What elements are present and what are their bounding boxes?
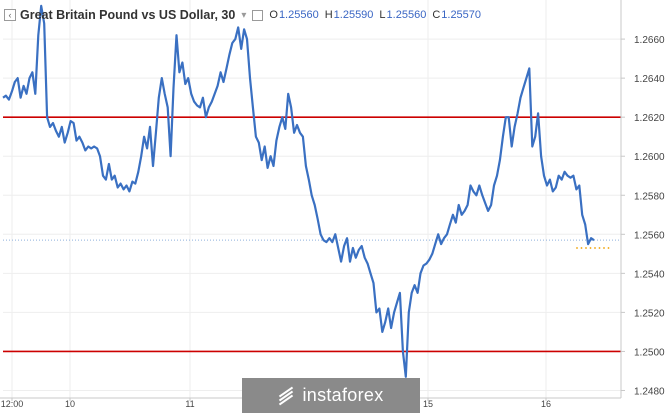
chart-header: ‹ Great Britain Pound vs US Dollar, 30 ▾… — [0, 4, 481, 26]
y-tick-label: 1.24800 — [634, 386, 665, 397]
instaforex-logo-icon — [278, 386, 294, 405]
forecast-dot — [589, 247, 592, 249]
y-tick-label: 1.25800 — [634, 191, 665, 202]
forecast-dot — [607, 247, 610, 249]
watermark-text: instaforex — [302, 385, 384, 405]
forecast-dot — [594, 247, 596, 249]
low-value: 1.25560 — [386, 9, 427, 21]
x-tick-label: 15 — [423, 399, 433, 409]
high-label: H — [324, 9, 333, 21]
chevron-down-icon[interactable]: ▾ — [241, 9, 247, 21]
y-tick-label: 1.25400 — [634, 269, 665, 280]
y-tick-label: 1.26200 — [634, 113, 665, 124]
forecast-dot — [580, 247, 583, 249]
x-tick-label: 10 — [65, 399, 75, 409]
x-tick-label: 11 — [185, 399, 194, 409]
x-tick-label: 12:00 — [1, 399, 24, 409]
forecast-dot — [603, 247, 605, 249]
instaforex-watermark: instaforex — [242, 378, 420, 413]
y-tick-label: 1.26400 — [634, 74, 665, 85]
y-tick-label: 1.25600 — [634, 230, 665, 241]
y-tick-label: 1.26000 — [634, 152, 665, 163]
open-label: O — [269, 9, 278, 21]
price-axis: 1.26600 1.26400 1.26200 1.26000 1.25800 1.256… — [620, 0, 665, 413]
close-label: C — [432, 9, 441, 21]
low-label: L — [379, 9, 386, 21]
symbol-title: Great Britain Pound vs US Dollar, 30 — [20, 8, 236, 22]
open-value: 1.25560 — [278, 9, 319, 21]
y-tick-label: 1.26600 — [634, 35, 665, 46]
forecast-dot — [598, 247, 601, 249]
price-series — [2, 4, 610, 378]
y-tick-label: 1.25200 — [634, 308, 665, 319]
forecast-dot — [585, 247, 587, 249]
price-line — [2, 4, 595, 378]
close-value: 1.25570 — [441, 9, 482, 21]
x-tick-label: 16 — [541, 399, 551, 409]
price-axis-background — [621, 0, 665, 413]
y-tick-label: 1.25000 — [634, 347, 665, 358]
collapse-legend-button[interactable]: ‹ — [4, 9, 16, 21]
high-value: 1.25590 — [333, 9, 374, 21]
forecast-dot — [576, 247, 578, 249]
settings-box-icon[interactable] — [252, 9, 264, 21]
